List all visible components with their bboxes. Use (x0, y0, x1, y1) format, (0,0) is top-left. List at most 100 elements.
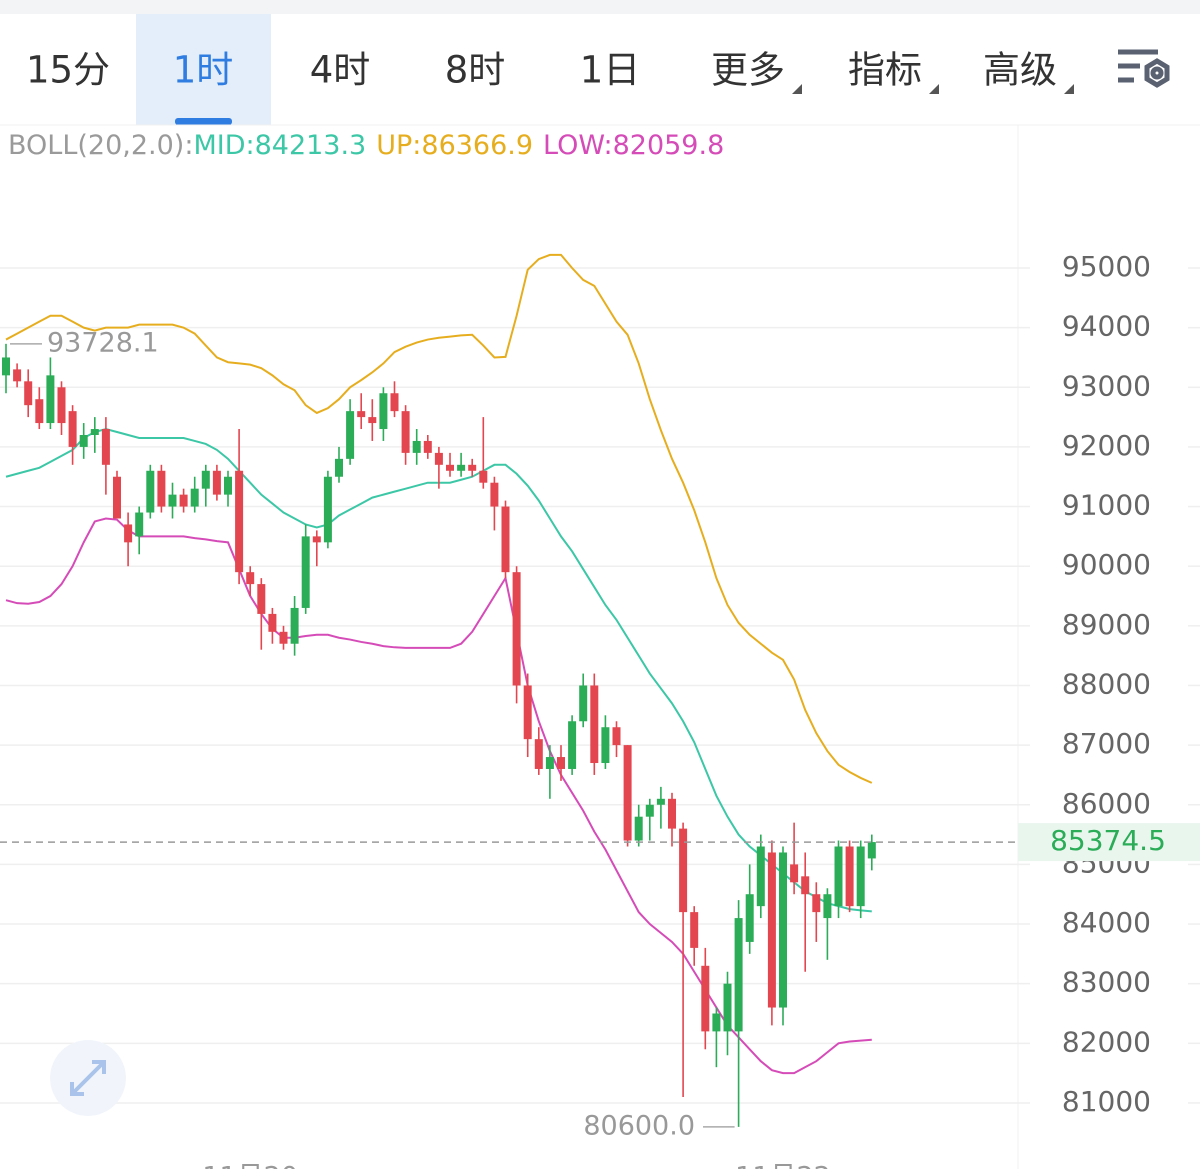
candle-body (723, 983, 732, 1032)
candle-body (357, 411, 366, 418)
candle-body (557, 757, 565, 769)
candle-body (79, 434, 88, 447)
y-tick-label: 86000 (1062, 787, 1151, 820)
band-line (5, 427, 872, 913)
candle-body (168, 494, 177, 507)
candle-body (268, 613, 277, 632)
tab-label[interactable]: 8时 (445, 49, 506, 92)
candle-body (634, 816, 643, 841)
candle-body (246, 572, 255, 585)
candle-body (734, 918, 743, 1032)
candle-body (390, 393, 399, 412)
tab-label[interactable]: 高级 (983, 49, 1057, 92)
y-tick-label: 81000 (1062, 1085, 1151, 1118)
candle-body (90, 429, 99, 435)
candle-body (157, 470, 166, 507)
candle-body (135, 512, 144, 537)
candle-body (201, 470, 210, 489)
candle-body (545, 757, 554, 769)
candle-body (834, 846, 843, 907)
candle-body (335, 458, 343, 477)
y-tick-label: 82000 (1062, 1025, 1151, 1058)
candle-body (113, 476, 121, 519)
settings-icon[interactable] (1118, 49, 1170, 88)
candle-body (690, 912, 699, 948)
candle-body (656, 798, 665, 805)
indicator-legend: BOLL(20,2.0):MID:84213.3 UP:86366.9 LOW:82… (8, 130, 724, 161)
candle-body (790, 864, 799, 883)
legend-entry: LOW:82059.8 (543, 130, 724, 161)
tab-label[interactable]: 1日 (580, 49, 641, 92)
candle-body (146, 470, 155, 513)
candle-body (867, 842, 876, 859)
candle-body (368, 417, 377, 424)
tab-label[interactable]: 15分 (26, 49, 110, 92)
tab-label[interactable]: 4时 (310, 49, 371, 92)
candle-body (845, 846, 854, 907)
tab-label[interactable]: 1时 (173, 49, 234, 92)
candle-body (668, 798, 676, 829)
candle-body (290, 607, 299, 644)
candle-body (779, 852, 787, 1008)
candle-body (279, 631, 288, 644)
plot: 8100082000830008400085000860008700088000… (0, 250, 1200, 1169)
candle-body (379, 393, 388, 430)
dropdown-arrow (929, 84, 939, 94)
indicator-name: BOLL(20,2.0): (8, 130, 193, 161)
active-tab-indicator (175, 118, 232, 125)
candle-body (212, 470, 221, 495)
expand-button[interactable] (50, 1040, 126, 1116)
x-tick-label: 11月22 (735, 1162, 831, 1169)
candle-body (224, 476, 232, 495)
candle-body (46, 375, 55, 424)
dropdown-arrow (792, 84, 802, 94)
candle-body (534, 739, 543, 769)
candle-body (57, 387, 66, 424)
tab-bar: 15分 1时 4时 8时 1日 更多 指标 高级 (26, 14, 1074, 125)
candle-body (767, 852, 776, 1008)
candle-body (756, 846, 765, 907)
candle-body (101, 429, 110, 465)
y-tick-label: 90000 (1062, 548, 1151, 581)
candle-body (468, 464, 477, 471)
low-label: 80600.0 (583, 1110, 695, 1141)
candle-body (801, 876, 810, 895)
y-tick-label: 87000 (1062, 727, 1151, 760)
candle-body (612, 727, 621, 746)
candle-body (190, 488, 199, 507)
candle-body (501, 506, 510, 573)
candle-body (645, 804, 654, 817)
candle-body (301, 536, 310, 608)
candle-body (823, 894, 832, 919)
tab-label[interactable]: 指标 (848, 49, 922, 92)
candle-body (323, 476, 332, 543)
tab-label[interactable]: 更多 (711, 49, 785, 92)
y-tick-label: 91000 (1062, 489, 1151, 522)
y-tick-label: 93000 (1062, 369, 1151, 402)
candle-body (446, 464, 454, 471)
candle-body (812, 894, 821, 913)
candle-body (712, 1013, 721, 1032)
y-tick-label: 83000 (1062, 966, 1151, 999)
last-price-label: 85374.5 (1050, 824, 1166, 857)
candle-body (312, 536, 321, 543)
candle-body (257, 584, 266, 614)
last-price-box (1018, 823, 1200, 862)
active-tab-bg (136, 14, 271, 125)
candle-body (679, 828, 688, 913)
candle-body (623, 745, 632, 841)
y-tick-label: 92000 (1062, 429, 1151, 462)
y-tick-label: 84000 (1062, 906, 1151, 939)
candle-body (124, 524, 133, 543)
candle-body (412, 440, 421, 453)
candle-body (701, 965, 710, 1032)
candle-body (235, 470, 244, 573)
candle-body (13, 369, 22, 382)
candle-body (24, 381, 33, 406)
candle-body (512, 572, 521, 686)
candle-body (401, 411, 410, 453)
candle-body (423, 440, 432, 453)
candle-body (479, 470, 488, 483)
y-tick-label: 88000 (1062, 667, 1151, 700)
